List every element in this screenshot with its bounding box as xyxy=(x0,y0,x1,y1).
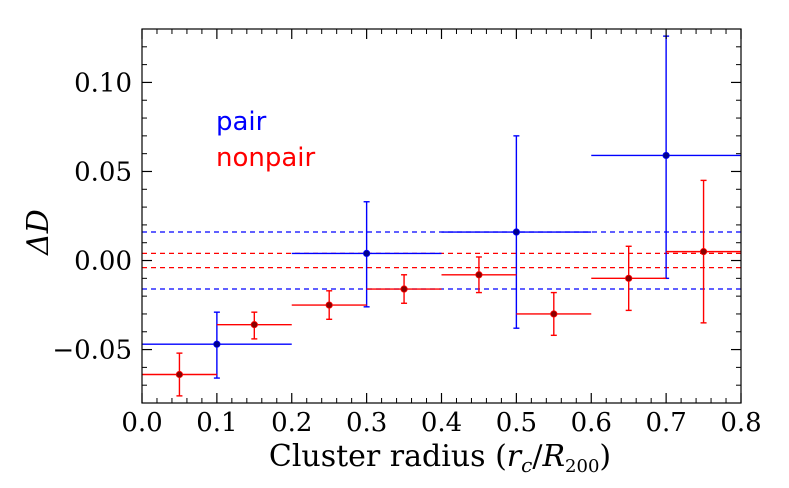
nonpair-data-point xyxy=(441,256,517,294)
nonpair-data-point xyxy=(591,245,667,312)
y-tick-label: 0.05 xyxy=(74,157,132,187)
nonpair-marker xyxy=(550,310,558,318)
nonpair-data-point xyxy=(216,311,292,340)
x-tick-label: 0.7 xyxy=(645,408,686,438)
nonpair-data-point xyxy=(666,179,741,324)
pair-data-point xyxy=(291,201,442,308)
pair-data-point xyxy=(142,311,292,379)
nonpair-marker xyxy=(250,321,258,329)
nonpair-marker xyxy=(625,274,633,282)
plot-frame xyxy=(141,28,742,404)
axis-ticks: 0.0 0.1 0.2 0.3 0.4 0.5 0.6 0.7 0.8 −0.05 0.00 0.05… xyxy=(52,28,762,438)
nonpair-marker xyxy=(475,271,483,279)
axis-labels: Cluster radius (rc/R200) ΔD xyxy=(21,209,611,477)
legend-entry-nonpair: nonpair xyxy=(216,143,316,173)
y-tick-label: 0.10 xyxy=(74,68,132,98)
pair-data-point xyxy=(591,35,741,280)
x-tick-label: 0.5 xyxy=(496,408,537,438)
y-tick-label: −0.05 xyxy=(52,336,132,366)
nonpair-marker xyxy=(699,248,708,256)
pair-marker xyxy=(363,249,371,257)
nonpair-data-point xyxy=(366,274,442,304)
plot-content xyxy=(142,35,741,397)
nonpair-data-point xyxy=(142,352,217,397)
pair-marker xyxy=(213,340,221,348)
x-tick-label: 0.4 xyxy=(421,408,462,438)
x-tick-label: 0.8 xyxy=(720,408,761,438)
legend: pair nonpair xyxy=(216,107,316,173)
y-tick-label: 0.00 xyxy=(74,247,132,277)
nonpair-data-point xyxy=(291,290,367,320)
nonpair-marker xyxy=(175,370,184,379)
x-axis-label: Cluster radius (rc/R200) xyxy=(269,439,611,477)
x-tick-label: 0.3 xyxy=(346,408,387,438)
nonpair-marker xyxy=(400,285,408,293)
nonpair-data-point xyxy=(516,291,592,337)
legend-entry-pair: pair xyxy=(216,107,267,137)
x-tick-label: 0.6 xyxy=(571,408,612,438)
nonpair-marker xyxy=(325,301,333,309)
x-tick-label: 0.2 xyxy=(271,408,312,438)
y-axis-label: ΔD xyxy=(21,209,56,256)
pair-marker xyxy=(512,228,520,236)
x-tick-label: 0.0 xyxy=(121,408,162,438)
pair-marker xyxy=(662,151,670,160)
x-tick-label: 0.1 xyxy=(196,408,237,438)
pair-data-point xyxy=(441,135,592,329)
